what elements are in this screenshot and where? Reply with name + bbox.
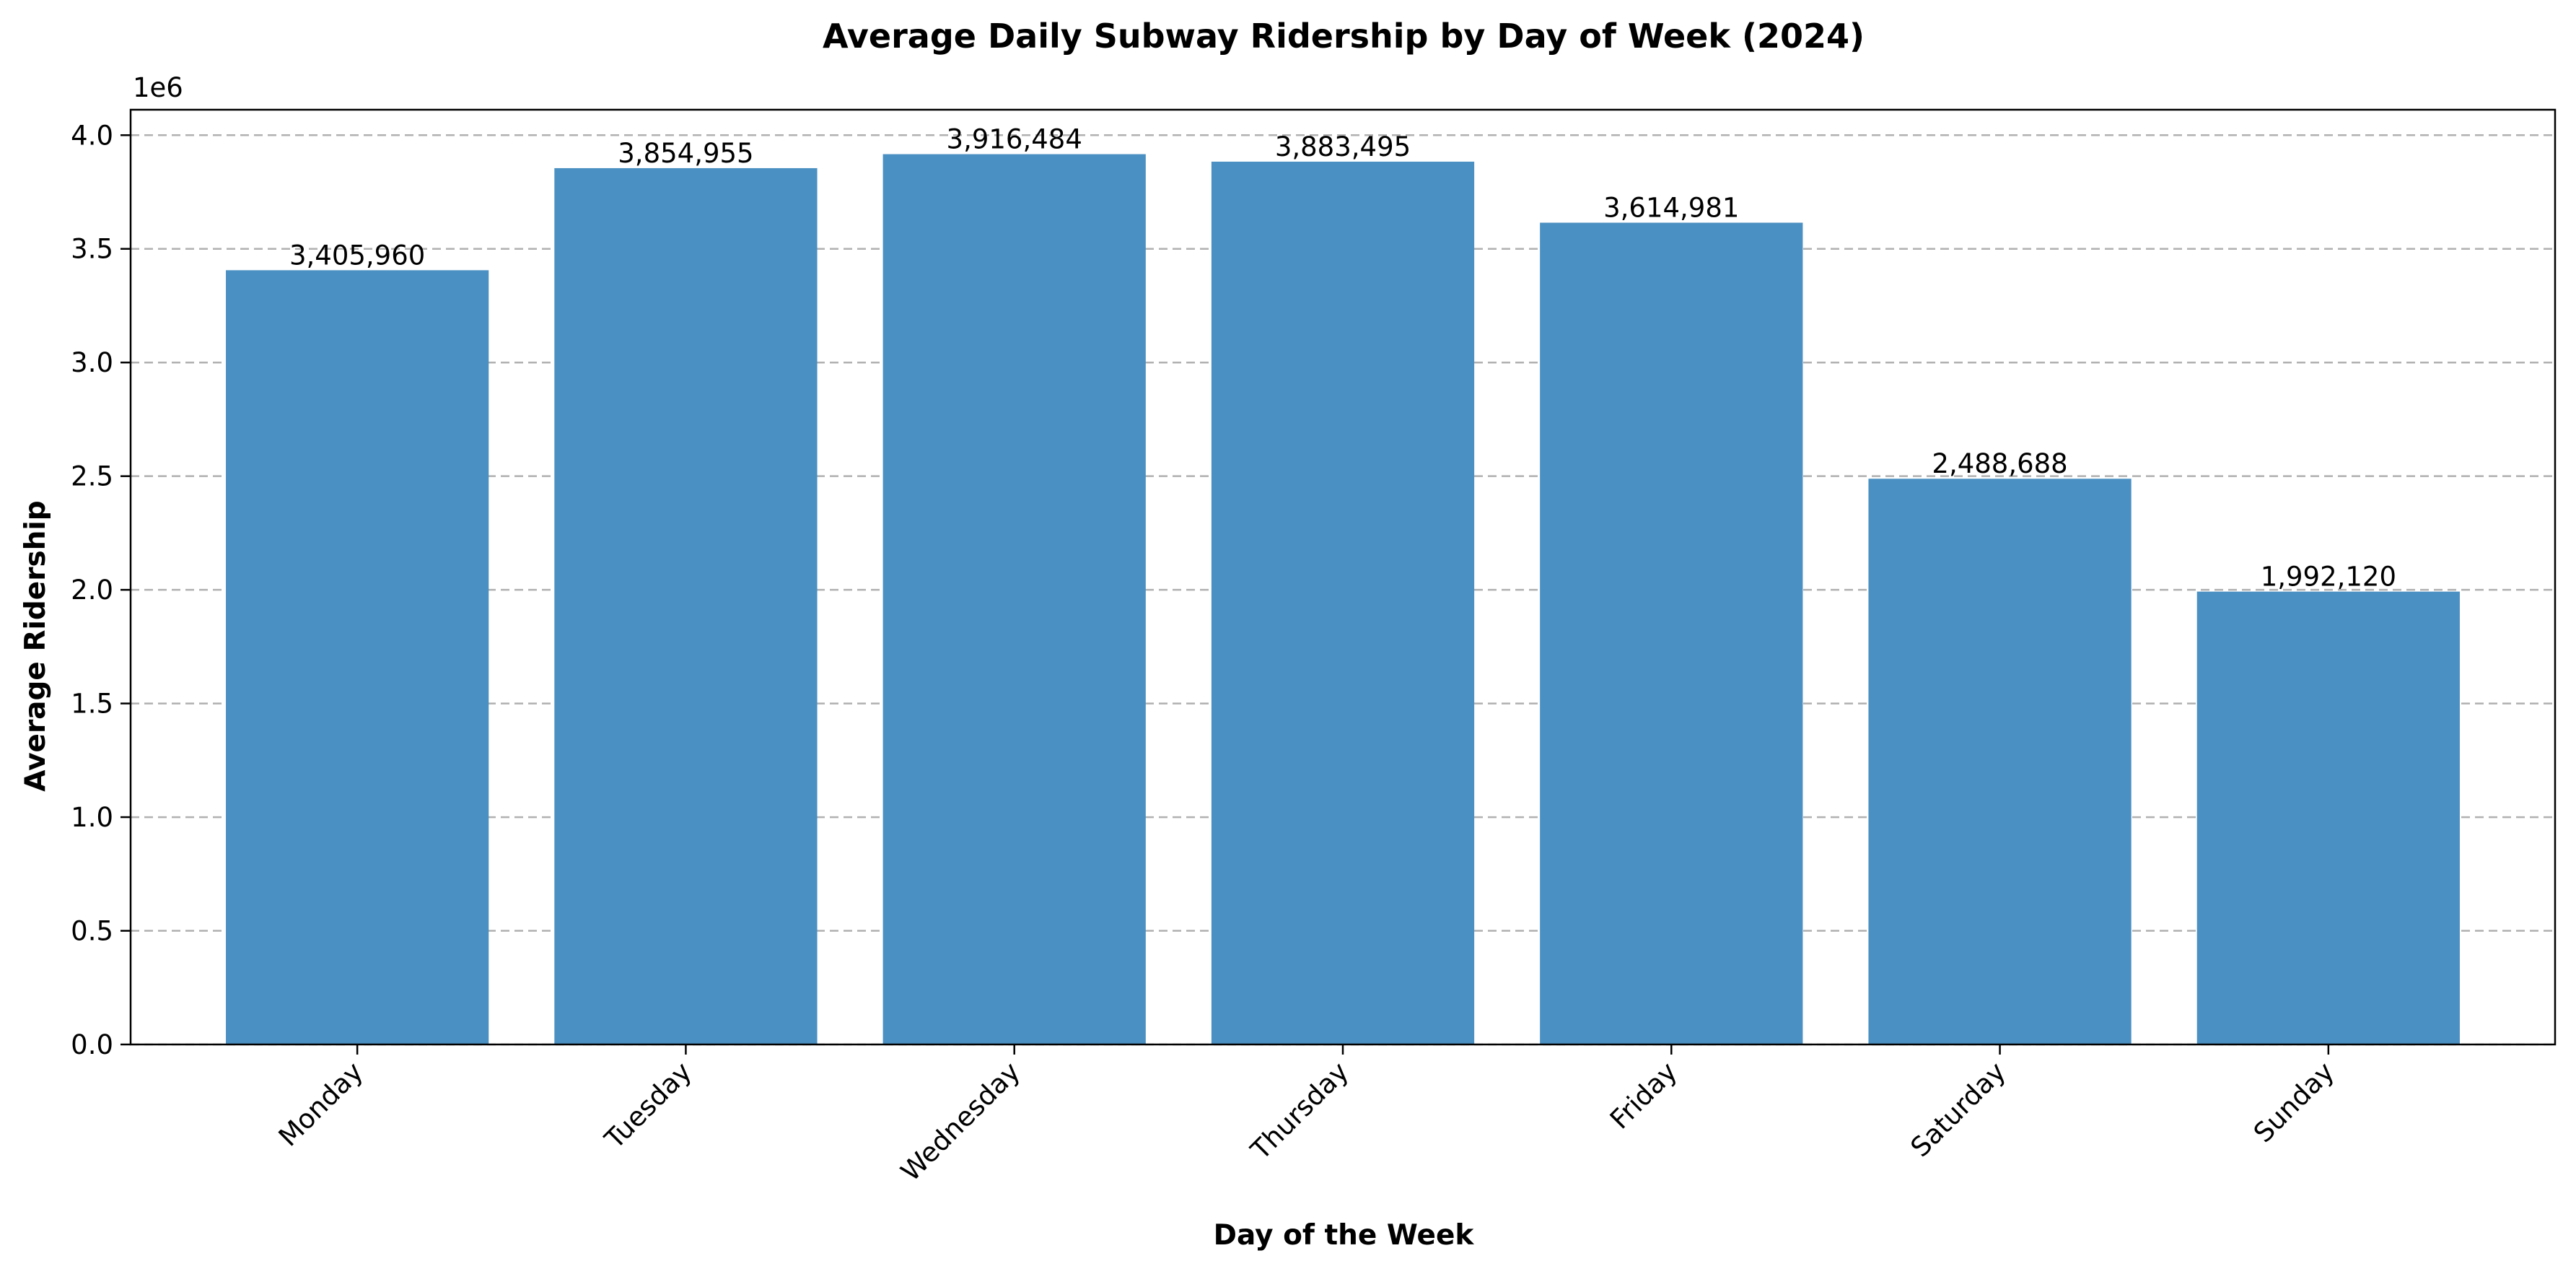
y-tick-label: 0.5 [71, 916, 113, 947]
x-tick-label-thursday: Thursday [1245, 1056, 1355, 1166]
data-label-saturday: 2,488,688 [1932, 448, 2067, 479]
y-axis: 0.0 0.5 1.0 1.5 2.0 2.5 3.0 3.5 4.0 [71, 120, 131, 1060]
data-label-sunday: 1,992,120 [2261, 562, 2396, 593]
x-tick-label-wednesday: Wednesday [895, 1056, 1026, 1187]
y-tick-label: 2.0 [71, 575, 113, 606]
bar-sunday [2196, 591, 2460, 1044]
bars [226, 154, 2460, 1045]
y-tick-label: 4.0 [71, 120, 113, 151]
data-label-tuesday: 3,854,955 [618, 138, 753, 169]
bar-wednesday [882, 154, 1146, 1045]
y-tick-label: 1.0 [71, 802, 113, 833]
x-axis: Monday Tuesday Wednesday Thursday Friday Satu… [273, 1044, 2340, 1187]
data-labels: 3,405,960 3,854,955 3,916,484 3,883,495 3,61… [289, 124, 2396, 593]
bar-friday [1540, 222, 1803, 1045]
x-tick-label-sunday: Sunday [2248, 1056, 2340, 1148]
data-label-thursday: 3,883,495 [1275, 131, 1411, 162]
data-label-monday: 3,405,960 [289, 240, 425, 271]
x-tick-label-saturday: Saturday [1905, 1056, 2012, 1163]
y-axis-offset-label: 1e6 [133, 72, 183, 103]
x-tick-label-monday: Monday [273, 1056, 369, 1153]
x-tick-label-tuesday: Tuesday [598, 1056, 698, 1156]
y-tick-label: 1.5 [71, 689, 113, 720]
x-tick-label-friday: Friday [1604, 1056, 1683, 1135]
data-label-friday: 3,614,981 [1603, 193, 1739, 224]
y-tick-label: 3.0 [71, 347, 113, 378]
y-tick-label: 3.5 [71, 234, 113, 265]
bar-monday [226, 270, 489, 1045]
y-tick-label: 2.5 [71, 461, 113, 492]
data-label-wednesday: 3,916,484 [947, 124, 1082, 155]
chart-title: Average Daily Subway Ridership by Day of… [823, 17, 1865, 56]
bar-tuesday [554, 167, 818, 1045]
bar-saturday [1868, 479, 2132, 1044]
y-tick-label: 0.0 [71, 1029, 113, 1060]
y-axis-label: Average Ridership [19, 500, 52, 791]
bar-thursday [1211, 161, 1475, 1045]
x-axis-label: Day of the Week [1214, 1219, 1475, 1252]
